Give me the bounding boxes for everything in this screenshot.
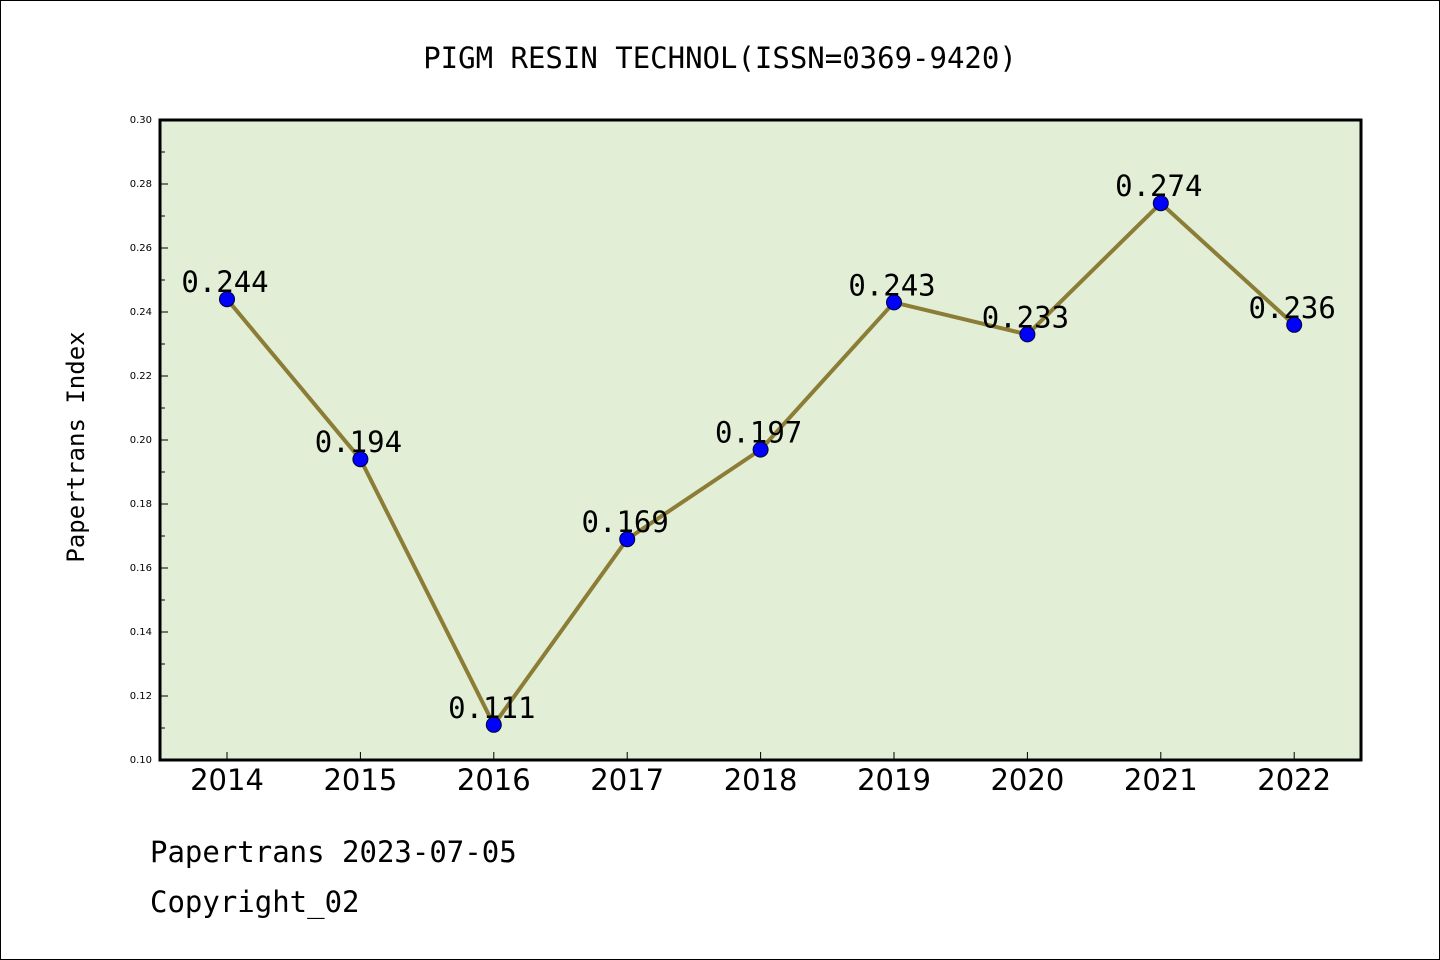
x-tick-label: 2021 <box>1124 763 1198 797</box>
data-label-2021: 0.274 <box>1115 169 1202 203</box>
y-tick-label: 0.16 <box>130 563 152 574</box>
series-markers <box>219 195 1303 733</box>
data-label-2020: 0.233 <box>982 300 1069 334</box>
y-tick-label: 0.20 <box>130 435 152 446</box>
chart-title: PIGM RESIN TECHNOL(ISSN=0369-9420) <box>423 41 1017 75</box>
plot-area <box>160 120 1361 760</box>
x-tick-label: 2018 <box>724 763 798 797</box>
y-tick-label: 0.24 <box>130 307 152 318</box>
y-tick-label: 0.10 <box>130 755 152 766</box>
x-tick-label: 2020 <box>990 763 1064 797</box>
x-tick-label: 2016 <box>457 763 531 797</box>
data-label-2014: 0.244 <box>181 265 268 299</box>
y-tick-label: 0.12 <box>130 691 152 702</box>
y-tick-label: 0.22 <box>130 371 152 382</box>
x-tick-label: 2015 <box>323 763 397 797</box>
data-label-2018: 0.197 <box>715 416 802 450</box>
data-point-2016 <box>485 716 502 733</box>
y-tick-label: 0.18 <box>130 499 152 510</box>
y-axis-label: Papertrans Index <box>62 331 90 562</box>
x-tick-label: 2019 <box>857 763 931 797</box>
y-tick-label: 0.30 <box>130 115 152 126</box>
x-tick-label: 2022 <box>1257 763 1331 797</box>
y-tick-label: 0.26 <box>130 243 152 254</box>
footer-source: Papertrans 2023-07-05 <box>150 835 517 869</box>
data-point-2020 <box>1019 326 1036 343</box>
data-label-2017: 0.169 <box>582 505 669 539</box>
data-label-2016: 0.111 <box>448 691 535 725</box>
data-point-2017 <box>619 531 636 548</box>
data-label-2015: 0.194 <box>315 425 402 459</box>
data-point-2018 <box>752 441 769 458</box>
y-tick-label: 0.14 <box>130 627 152 638</box>
data-point-2015 <box>352 451 369 468</box>
data-labels: 0.244 0.194 0.111 0.169 0.197 0.243 0.233 0.274… <box>181 169 1336 725</box>
footer-copyright: Copyright_02 <box>150 885 360 919</box>
data-point-2014 <box>219 291 235 308</box>
x-axis: 2014 2015 2016 2017 2018 2019 2020 2021 2022 <box>190 752 1331 797</box>
data-point-2019 <box>886 294 902 311</box>
y-tick-label: 0.28 <box>130 179 152 190</box>
x-tick-label: 2017 <box>590 763 664 797</box>
data-point-2022 <box>1286 316 1303 333</box>
data-label-2022: 0.236 <box>1249 291 1336 325</box>
data-point-2021 <box>1152 195 1169 212</box>
data-label-2019: 0.243 <box>848 268 935 302</box>
plot-border <box>158 118 1363 762</box>
x-tick-label: 2014 <box>190 763 264 797</box>
